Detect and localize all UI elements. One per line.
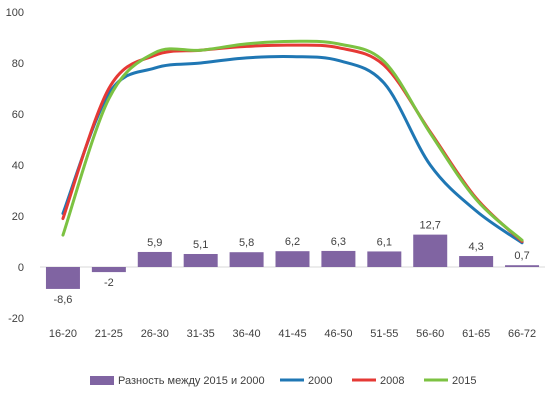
x-tick-label: 41-45 [278, 328, 306, 340]
bar-data-label: 6,3 [331, 236, 346, 248]
x-tick-label: 16-20 [49, 328, 77, 340]
bar [367, 251, 402, 267]
x-tick-label: 56-60 [416, 328, 444, 340]
bar [413, 234, 448, 267]
bar [505, 265, 540, 267]
bar-data-label: 5,9 [147, 237, 162, 249]
bar-data-label: 4,3 [468, 241, 483, 253]
bar [275, 251, 310, 267]
x-tick-label: 26-30 [141, 328, 169, 340]
y-tick-label: 100 [6, 7, 24, 19]
bar [91, 267, 126, 273]
axis-layer: -20 0 20 40 60 80 100 16-20 21-25 26-30 31-35 36-40… [6, 7, 545, 340]
series-line-2000 [61, 54, 524, 245]
x-tick-label: 46-50 [324, 328, 352, 340]
bar [229, 252, 264, 267]
bar-data-label: 5,8 [239, 237, 254, 249]
bar-data-label: -2 [104, 277, 114, 289]
x-tick-label: 21-25 [95, 328, 123, 340]
legend: Разность между 2015 и 2000 2000 2008 2015 [90, 375, 476, 387]
y-tick-label: 80 [12, 58, 24, 70]
x-tick-label: 51-55 [370, 328, 398, 340]
bar-data-label: 12,7 [420, 220, 441, 232]
bar-data-label: 6,2 [285, 236, 300, 248]
legend-label-2015: 2015 [452, 375, 476, 387]
y-tick-label: 0 [18, 262, 24, 274]
data-label-layer: -8,6 -2 5,9 5,1 5,8 6,2 6,3 6,1 12,7 4,3 0,7 [53, 220, 529, 306]
x-tick-label: 61-65 [462, 328, 490, 340]
legend-label-2000: 2000 [308, 375, 332, 387]
bar [137, 251, 172, 267]
y-tick-label: 60 [12, 109, 24, 121]
series-line-2015 [61, 39, 524, 242]
bar-data-label: -8,6 [53, 294, 72, 306]
y-tick-label: 20 [12, 211, 24, 223]
line-layer [61, 39, 524, 245]
bar [459, 256, 494, 267]
x-tick-label: 66-72 [508, 328, 536, 340]
legend-label-bar: Разность между 2015 и 2000 [118, 375, 265, 387]
y-tick-label: 40 [12, 160, 24, 172]
legend-swatch-bar [90, 376, 114, 385]
y-tick-label: -20 [8, 313, 24, 325]
bar-data-label: 5,1 [193, 239, 208, 251]
bar-data-label: 6,1 [377, 236, 392, 248]
x-tick-label: 36-40 [233, 328, 261, 340]
bar [45, 267, 80, 289]
bar [321, 250, 356, 267]
bar [183, 253, 218, 267]
legend-label-2008: 2008 [380, 375, 404, 387]
bar-data-label: 0,7 [514, 250, 529, 262]
x-tick-label: 31-35 [187, 328, 215, 340]
bar-layer [45, 234, 540, 289]
